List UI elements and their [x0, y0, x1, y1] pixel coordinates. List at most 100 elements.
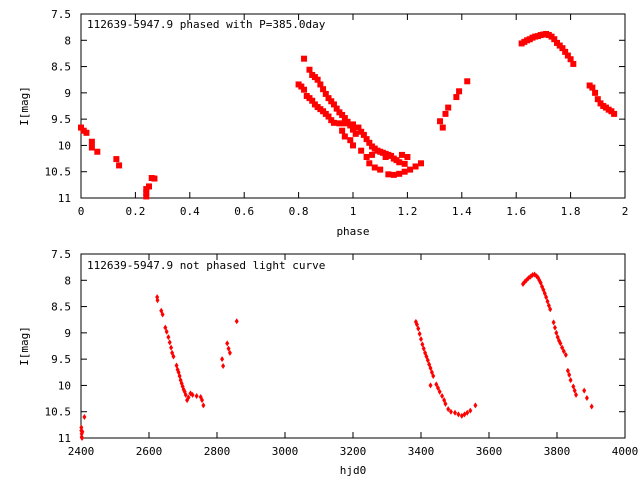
unphased-data-point	[226, 345, 231, 352]
unphased-data-point	[82, 413, 87, 420]
phased-data-point	[347, 137, 354, 144]
phased-data-series	[78, 30, 618, 200]
unphased-data-point	[220, 356, 225, 363]
unphased-data-point	[434, 381, 439, 388]
unphased-x-tick-label: 3200	[340, 445, 367, 458]
unphased-data-point	[419, 336, 423, 343]
phased-data-point	[151, 175, 158, 182]
phased-data-point	[113, 156, 120, 163]
phased-data-point	[412, 163, 419, 170]
unphased-data-point	[428, 365, 433, 372]
unphased-data-point	[568, 377, 573, 384]
phased-data-point	[325, 95, 332, 102]
phased-data-point	[401, 168, 408, 175]
unphased-data-point	[561, 348, 566, 355]
phased-data-point	[146, 183, 152, 190]
unphased-data-point	[440, 392, 445, 399]
unphased-data-point	[565, 367, 570, 374]
unphased-data-point	[417, 330, 422, 337]
phased-x-tick-label: 1	[350, 205, 357, 218]
unphased-x-tick-label: 2600	[136, 445, 163, 458]
unphased-y-tick-label: 10	[58, 379, 71, 392]
phased-data-point	[594, 96, 601, 103]
phased-data-point	[567, 56, 574, 63]
unphased-y-tick-label: 8.5	[51, 301, 71, 314]
unphased-data-point	[431, 372, 436, 379]
unphased-data-point	[572, 387, 577, 394]
phased-data-point	[437, 118, 444, 125]
phased-data-point	[442, 110, 449, 117]
unphased-data-point	[551, 319, 556, 326]
unphased-data-point	[443, 400, 448, 407]
phased-data-point	[301, 55, 308, 62]
phased-data-point	[336, 120, 343, 127]
phased-x-axis-label: phase	[336, 225, 369, 238]
unphased-data-point	[186, 394, 191, 401]
phased-y-tick-label: 9.5	[51, 113, 71, 126]
unphased-y-tick-label: 9	[64, 327, 71, 340]
phased-y-tick-label: 9	[64, 87, 71, 100]
phased-data-point	[298, 83, 305, 90]
phased-data-point	[143, 193, 150, 200]
unphased-data-point	[544, 294, 549, 301]
unphased-data-point	[567, 371, 572, 378]
phased-data-point	[382, 153, 389, 160]
unphased-data-series	[79, 271, 594, 441]
phased-data-point	[330, 101, 337, 108]
phased-data-point	[306, 66, 313, 73]
phased-data-point	[358, 128, 365, 135]
phased-y-tick-label: 8.5	[51, 61, 71, 74]
phased-data-point	[570, 60, 577, 67]
phased-data-point	[589, 84, 596, 91]
phased-data-point	[363, 136, 370, 143]
phased-light-curve-plot: 112639-5947.9 phased with P=385.0day 0 0.…	[18, 8, 628, 238]
unphased-x-tick-label: 3400	[408, 445, 435, 458]
phased-data-point	[562, 48, 569, 55]
phased-data-point	[339, 127, 346, 134]
phased-x-tick-label: 0.2	[125, 205, 145, 218]
phased-data-point	[369, 151, 376, 158]
phased-data-point	[309, 97, 316, 104]
unphased-data-point	[160, 311, 165, 318]
unphased-data-point	[473, 402, 478, 409]
phased-data-point	[350, 121, 356, 128]
phased-data-point	[322, 90, 329, 97]
phased-data-point	[94, 148, 101, 155]
phased-data-point	[88, 138, 95, 145]
unphased-y-tick-label: 9.5	[51, 353, 71, 366]
unphased-y-tick-label: 7.5	[51, 248, 71, 261]
unphased-x-tick-label: 2400	[68, 445, 95, 458]
unphased-data-point	[200, 397, 205, 404]
phased-data-point	[464, 78, 471, 85]
unphased-data-point	[201, 402, 206, 409]
phased-data-point	[439, 124, 446, 131]
phased-data-point	[328, 98, 335, 105]
phased-data-point	[339, 111, 346, 118]
phased-data-point	[396, 159, 403, 166]
phased-x-tick-label: 2	[622, 205, 629, 218]
phased-x-tick-label: 0	[78, 205, 85, 218]
phased-data-point	[551, 36, 558, 43]
phased-data-point	[385, 171, 392, 178]
phased-data-point	[83, 129, 90, 136]
phased-data-point	[404, 153, 411, 160]
unphased-data-point	[558, 340, 563, 347]
phased-data-point	[398, 151, 405, 158]
unphased-data-point	[221, 362, 226, 369]
unphased-data-point	[552, 324, 557, 331]
unphased-data-point	[421, 345, 426, 352]
phased-x-tick-label: 0.4	[180, 205, 200, 218]
unphased-y-tick-label: 11	[58, 432, 71, 445]
unphased-data-point	[448, 408, 453, 415]
unphased-data-point	[425, 357, 430, 364]
phased-data-point	[320, 86, 327, 93]
unphased-x-tick-label: 3800	[544, 445, 571, 458]
unphased-data-point	[574, 391, 579, 398]
phased-x-tick-label: 1.4	[452, 205, 472, 218]
unphased-data-point	[80, 435, 85, 441]
unphased-data-point	[436, 385, 440, 392]
unphased-data-point	[166, 334, 171, 341]
phased-data-point	[317, 81, 324, 88]
